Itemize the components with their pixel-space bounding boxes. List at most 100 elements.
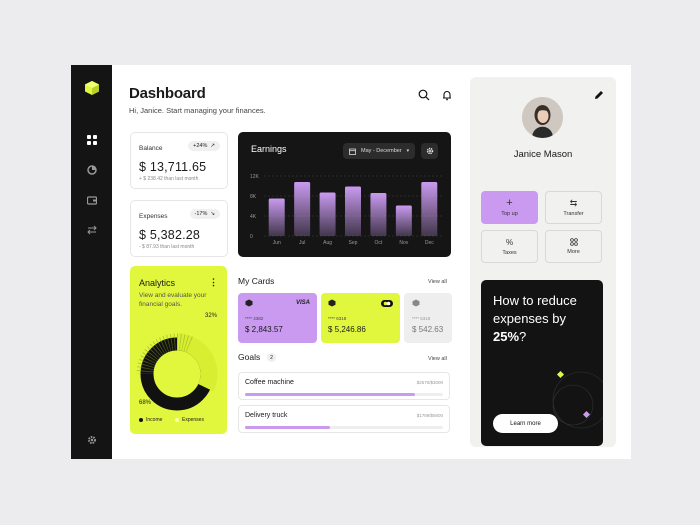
promo-highlight: 25% xyxy=(493,329,520,344)
expenses-note: - $ 87.93 than last month xyxy=(139,244,195,250)
goal-progress-fill xyxy=(245,426,331,429)
goals-title: Goals xyxy=(238,352,261,362)
transfer-icon xyxy=(86,225,97,234)
chevron-down-icon: ▾ xyxy=(406,148,410,154)
goal-value: $1789/$5600 xyxy=(416,413,443,418)
more-options-icon[interactable]: ⋮ xyxy=(209,277,218,287)
trend-down-icon: ↘ xyxy=(210,211,215,217)
card-chip-icon xyxy=(328,299,336,307)
main-content: Dashboard Hi, Janice. Start managing you… xyxy=(112,65,457,459)
logo-icon xyxy=(85,81,99,95)
transfer-button[interactable]: ⇆ Transfer xyxy=(545,191,602,224)
chart-settings-button[interactable] xyxy=(421,143,438,159)
user-name: Janice Mason xyxy=(513,149,573,160)
plus-icon: + xyxy=(506,196,513,209)
legend-income: Income xyxy=(139,417,162,423)
y-tick-label: 8K xyxy=(250,194,257,200)
bar-sep[interactable] xyxy=(345,186,361,237)
legend-income-label: Income xyxy=(146,417,163,423)
card-visa[interactable]: VISA **** 4382 $ 2,843.57 xyxy=(238,293,317,343)
bar-oct[interactable] xyxy=(370,193,387,236)
sidebar-item-analytics[interactable] xyxy=(84,162,99,177)
profile-panel: Janice Mason + Top up ⇆ Transfer % Taxes… xyxy=(470,77,616,447)
transfer-label: Transfer xyxy=(563,210,584,217)
x-tick-label: Dec xyxy=(425,240,434,246)
goal-name: Delivery truck xyxy=(245,412,288,419)
card-chip-icon xyxy=(245,299,253,307)
edit-icon[interactable] xyxy=(594,90,604,100)
top-up-label: Top up xyxy=(501,210,518,217)
earnings-bar-chart: 12K 8K 4K 0 Jun Jul Aug Sep Oct Nov Dec xyxy=(250,174,442,246)
bar-nov[interactable] xyxy=(395,205,412,237)
goal-item[interactable]: Coffee machine $2570/$3000 xyxy=(238,372,450,400)
expenses-badge: -17% ↘ xyxy=(189,209,220,219)
expense-percent: 32% xyxy=(205,313,218,319)
x-tick-label: Jun xyxy=(273,240,281,246)
date-range-label: May - December xyxy=(361,148,402,154)
card-balance: $ 542.63 xyxy=(412,325,444,334)
sidebar-item-transfers[interactable] xyxy=(84,222,99,237)
legend-expenses-label: Expenses xyxy=(182,417,204,423)
bell-icon[interactable] xyxy=(441,89,453,101)
bar-aug[interactable] xyxy=(319,192,336,237)
balance-note: + $ 238.42 than last month xyxy=(139,176,199,182)
sidebar-item-dashboard[interactable] xyxy=(84,132,99,147)
more-button[interactable]: More xyxy=(545,230,602,263)
goal-value: $2570/$3000 xyxy=(416,380,443,385)
goal-progress-fill xyxy=(245,393,415,396)
promo-suffix: ? xyxy=(519,329,527,344)
expenses-change: -17% xyxy=(194,211,208,217)
balance-amount: $ 13,711.65 xyxy=(139,160,207,174)
card-third[interactable]: **** 6318 $ 542.63 xyxy=(404,293,452,343)
x-tick-label: Aug xyxy=(323,240,332,246)
promo-text: How to reduce expenses by xyxy=(493,293,577,326)
card-brand-icon xyxy=(381,300,393,307)
balance-label: Balance xyxy=(139,145,163,152)
promo-headline: How to reduce expenses by 25%? xyxy=(493,292,593,346)
search-icon[interactable] xyxy=(418,89,430,101)
goal-item[interactable]: Delivery truck $1789/$5600 xyxy=(238,405,450,433)
income-dot xyxy=(139,418,143,422)
gear-icon xyxy=(87,435,96,444)
bar-jul[interactable] xyxy=(294,182,311,236)
y-tick-label: 4K xyxy=(250,214,257,220)
grid-icon xyxy=(86,134,97,145)
card-chip-icon xyxy=(412,299,420,307)
goals-view-all[interactable]: View all xyxy=(428,356,447,362)
card-number: **** 6318 xyxy=(412,316,431,321)
taxes-button[interactable]: % Taxes xyxy=(481,230,538,263)
app-window: Dashboard Hi, Janice. Start managing you… xyxy=(71,65,631,459)
card-balance: $ 2,843.57 xyxy=(245,325,283,334)
card-number: **** 6318 xyxy=(328,316,347,321)
my-cards-view-all[interactable]: View all xyxy=(428,279,447,285)
y-tick-label: 0 xyxy=(250,234,253,240)
more-label: More xyxy=(567,249,580,255)
balance-card[interactable]: Balance +24% ↗ $ 13,711.65 + $ 238.42 tha… xyxy=(130,132,228,189)
bar-dec[interactable] xyxy=(421,182,438,236)
pie-chart-icon xyxy=(86,164,97,175)
sidebar xyxy=(71,65,112,459)
date-range-select[interactable]: May - December ▾ xyxy=(343,143,415,159)
decorative-circles xyxy=(552,370,603,429)
my-cards-title: My Cards xyxy=(238,276,275,286)
gear-icon xyxy=(426,147,433,155)
sidebar-item-settings[interactable] xyxy=(84,432,99,447)
percent-icon: % xyxy=(505,237,514,247)
legend-expenses: Expenses xyxy=(175,417,204,423)
expenses-card[interactable]: Expenses -17% ↘ $ 5,382.28 - $ 87.93 than… xyxy=(130,200,228,257)
card-number: **** 4382 xyxy=(245,316,264,321)
card-mastercard[interactable]: **** 6318 $ 5,246.86 xyxy=(321,293,400,343)
learn-more-button[interactable]: Learn more xyxy=(493,414,558,433)
avatar[interactable] xyxy=(522,97,563,138)
sidebar-item-wallet[interactable] xyxy=(84,192,99,207)
expenses-amount: $ 5,382.28 xyxy=(139,228,201,242)
analytics-title: Analytics xyxy=(139,278,176,288)
transfer-icon: ⇆ xyxy=(569,197,578,208)
expenses-dot xyxy=(175,418,179,422)
card-balance: $ 5,246.86 xyxy=(328,325,366,334)
goals-count: 2 xyxy=(267,353,276,362)
top-up-button[interactable]: + Top up xyxy=(481,191,538,224)
bar-jun[interactable] xyxy=(268,198,285,237)
balance-change: +24% xyxy=(193,143,208,149)
goal-progress-track xyxy=(245,393,443,396)
